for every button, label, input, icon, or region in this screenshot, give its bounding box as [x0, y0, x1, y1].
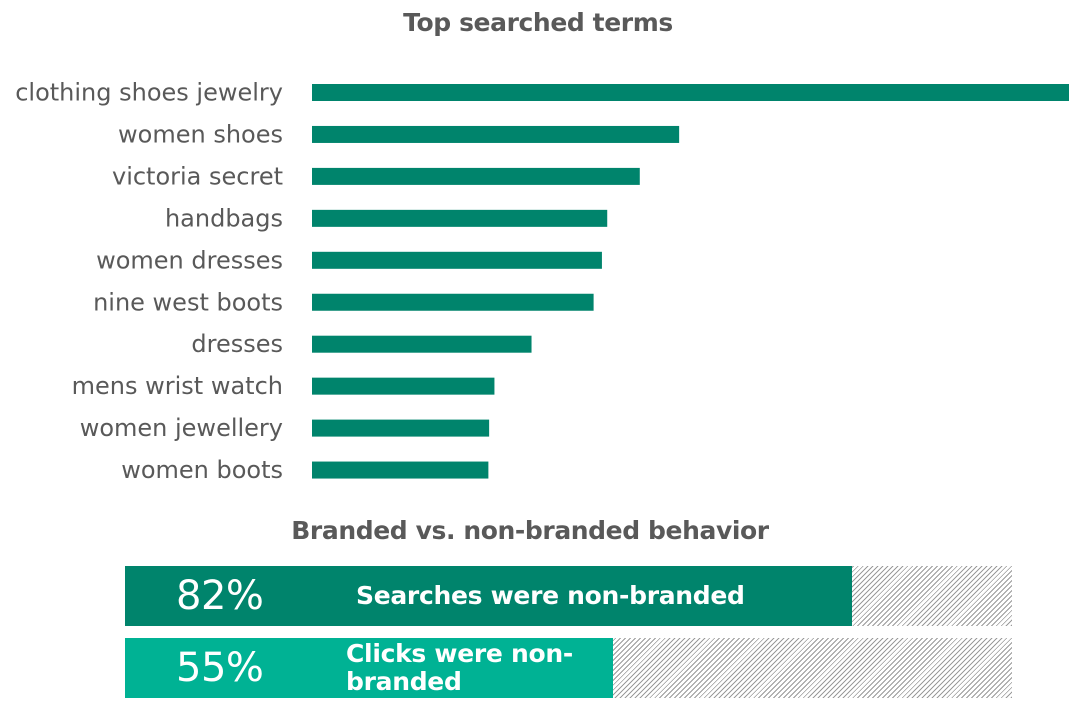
bar-clothing-shoes-jewelry	[312, 84, 1069, 101]
bar-label-women-boots: women boots	[121, 456, 283, 484]
searches-non-branded-bar: 82% Searches were non-branded	[125, 566, 1012, 626]
bar-label-handbags: handbags	[165, 204, 283, 232]
searches-percent-label: 82%	[176, 573, 264, 619]
bar-women-dresses	[312, 251, 602, 269]
bar-nine-west-boots	[312, 293, 594, 311]
bar-label-victoria-secret: victoria secret	[112, 162, 283, 190]
bar-label-nine-west-boots: nine west boots	[93, 288, 283, 316]
bar-label-dresses: dresses	[191, 330, 283, 358]
bar-label-clothing-shoes-jewelry: clothing shoes jewelry	[15, 79, 283, 107]
bar-label-women-jewellery: women jewellery	[80, 414, 283, 442]
bar-victoria-secret	[312, 167, 640, 185]
searches-description: Searches were non-branded	[356, 581, 745, 610]
bar-handbags	[312, 209, 608, 227]
bar-label-women-dresses: women dresses	[96, 246, 283, 274]
clicks-non-branded-fill	[125, 638, 613, 698]
clicks-description: Clicks were non-branded	[346, 639, 573, 696]
top-terms-bar-chart: clothing shoes jewelry women shoes victori…	[15, 79, 1069, 484]
bar-women-boots	[312, 461, 489, 479]
clicks-percent-label: 55%	[176, 645, 264, 691]
bar-mens-wrist-watch	[312, 377, 495, 395]
bar-women-jewellery	[312, 419, 490, 437]
chart-title: Top searched terms	[403, 8, 673, 37]
bar-dresses	[312, 335, 532, 353]
bar-label-women-shoes: women shoes	[118, 120, 283, 148]
searches-non-branded-fill	[125, 566, 853, 626]
clicks-non-branded-bar: 55% Clicks were non-branded	[125, 638, 1012, 698]
branded-section-title: Branded vs. non-branded behavior	[291, 516, 769, 545]
bar-label-mens-wrist-watch: mens wrist watch	[72, 372, 283, 400]
bar-women-shoes	[312, 125, 680, 143]
